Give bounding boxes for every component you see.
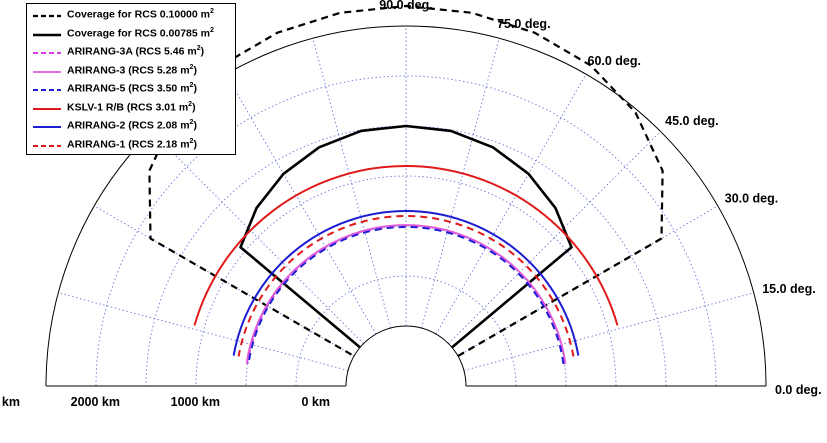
legend-swatch [33,33,61,36]
legend-label: KSLV-1 R/B (RCS 3.01 m2) [67,101,196,114]
angle-tick-label: 15.0 deg. [762,282,816,296]
range-tick-label: 1000 km [171,395,220,409]
legend-label-close: ) [200,45,205,58]
series-line-8 [237,215,575,357]
series-line-6 [193,164,619,326]
range-tick-label: 3000 km [0,395,20,409]
legend-item: KSLV-1 R/B (RCS 3.01 m2) [27,99,237,117]
series-line-5 [247,225,565,365]
legend-label: ARIRANG-1 (RCS 2.18 m2) [67,138,197,151]
series-line-4 [245,224,567,364]
legend-label-unit-sup: 2 [209,8,214,15]
legend-swatch [33,89,61,91]
legend-swatch [33,126,61,128]
legend-label: ARIRANG-3 (RCS 5.28 m2) [67,64,197,77]
legend-label: ARIRANG-3A (RCS 5.46 m2) [67,45,204,58]
legend-label-name: ARIRANG-1 (RCS 2.18 m [67,138,190,150]
legend-label-close: ) [193,64,197,76]
angle-tick-label: 75.0 deg. [497,17,551,31]
legend-item: ARIRANG-5 (RCS 3.50 m2) [27,80,237,98]
legend-label-name: ARIRANG-3 (RCS 5.28 m [67,64,190,76]
legend-item: ARIRANG-1 (RCS 2.18 m2) [27,136,237,154]
legend-item: Coverage for RCS 0.00785 m2 [27,25,237,43]
frame-outer-arc [45,25,767,387]
legend-label-unit-sup: 2 [189,119,194,126]
legend-swatch [33,70,61,73]
legend-label-close: ) [193,138,197,150]
legend: Coverage for RCS 0.10000 m2 Coverage for … [26,3,236,155]
legend-item: ARIRANG-3A (RCS 5.46 m2) [27,43,237,61]
legend-swatch [33,144,61,147]
frame-inner-arc [345,325,467,387]
legend-label-name: ARIRANG-2 (RCS 2.08 m [67,119,190,132]
legend-label: Coverage for RCS 0.00785 m2 [67,27,214,40]
grid-spoke [151,131,364,344]
angle-tick-label: 30.0 deg. [725,192,779,206]
legend-swatch [33,14,61,18]
legend-item: ARIRANG-3 (RCS 5.28 m2) [27,62,237,80]
legend-label-close: ) [193,119,197,132]
legend-label-close: ) [193,82,197,95]
angle-tick-label: 0.0 deg. [775,383,822,397]
legend-label-name: Coverage for RCS 0.00785 m [67,27,210,39]
angle-tick-label: 90.0 deg. [379,0,433,12]
legend-label-unit-sup: 2 [209,26,214,34]
legend-swatch [33,107,61,110]
grid-ring [95,75,717,387]
grid-spoke [463,292,754,371]
legend-label-unit-sup: 2 [189,82,194,89]
series-line-3 [246,224,566,364]
series-layer [148,4,664,365]
legend-label: ARIRANG-2 (RCS 2.08 m2) [67,119,197,132]
series-line-7 [232,210,580,356]
angle-tick-label: 45.0 deg. [665,114,719,128]
grid-ring [295,275,517,387]
legend-label-name: Coverage for RCS 0.10000 m [67,8,210,21]
legend-item: Coverage for RCS 0.10000 m2 [27,6,237,24]
tick-labels: 0.0 deg. 15.0 deg. 30.0 deg. 45.0 deg. 60.0 … [0,0,822,409]
legend-label-name: KSLV-1 R/B (RCS 3.01 m [67,101,189,113]
legend-label: ARIRANG-5 (RCS 3.50 m2) [67,82,197,95]
grid-spoke [225,74,377,335]
legend-label: Coverage for RCS 0.10000 m2 [67,8,214,21]
legend-label-close: ) [192,101,196,113]
legend-label-unit-sup: 2 [196,45,201,52]
range-tick-label: 2000 km [71,395,120,409]
series-line-1 [148,4,664,357]
legend-swatch [33,52,61,54]
legend-item: ARIRANG-2 (RCS 2.08 m2) [27,117,237,135]
angle-tick-label: 60.0 deg. [588,54,642,68]
legend-label-unit-sup: 2 [189,137,194,145]
chart-frame [45,25,767,387]
legend-label-unit-sup: 2 [189,63,194,71]
legend-label-name: ARIRANG-5 (RCS 3.50 m [67,82,190,95]
grid-spoke [421,38,500,329]
legend-label-name: ARIRANG-3A (RCS 5.46 m [67,45,197,58]
legend-label-unit-sup: 2 [188,100,193,108]
range-tick-label: 0 km [302,395,331,409]
series-line-2 [239,124,573,349]
